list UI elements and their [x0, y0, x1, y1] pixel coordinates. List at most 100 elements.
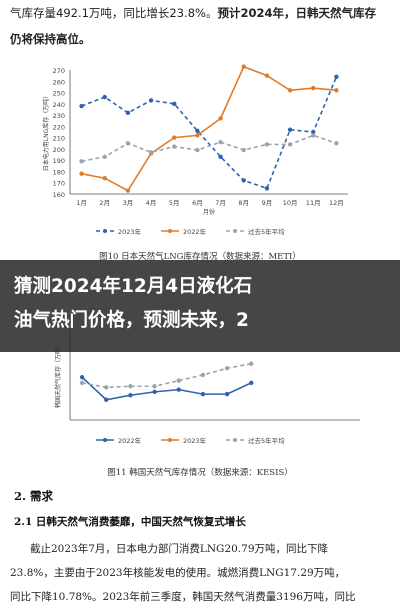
data-point-series-2	[200, 372, 206, 378]
section-2-heading: 2. 需求	[14, 489, 54, 503]
x-tick-label: 3月	[123, 199, 134, 207]
data-point-series-0	[79, 103, 84, 109]
data-point-series-1	[125, 188, 131, 193]
overlay-title[interactable]: 猜测2024年12月4日液化石 油气热门价格，预测未来，2	[14, 270, 394, 338]
legend-label-1: 2022年	[183, 227, 207, 236]
data-point-series-2	[102, 154, 107, 159]
x-tick-label: 7月	[215, 199, 226, 207]
series-line-0	[81, 76, 338, 190]
y-tick-label: 190	[53, 157, 65, 165]
article-line-1-bold: 预计2024年，日韩天然气库存	[217, 6, 376, 20]
data-point-series-1	[195, 133, 200, 138]
data-point-series-0	[249, 380, 254, 386]
data-point-series-2	[334, 141, 339, 146]
data-point-series-2	[176, 378, 181, 383]
data-point-series-2	[79, 380, 85, 386]
y-axis-title: 韩国天然气库存（万吨）	[54, 342, 62, 408]
data-point-series-0	[264, 186, 270, 191]
data-point-series-0	[148, 98, 154, 103]
section-2-1-heading: 2.1 日韩天然气消费萎靡，中国天然气恢复式增长	[14, 516, 246, 528]
y-tick-label: 180	[53, 168, 65, 176]
x-tick-label: 5月	[169, 199, 180, 207]
data-point-series-2	[195, 147, 200, 153]
overlay-title-line-2: 油气热门价格，预测未来，2	[14, 310, 249, 331]
data-point-series-0	[172, 101, 177, 107]
legend-label-0: 2022年	[118, 436, 142, 445]
data-point-series-1	[79, 171, 84, 176]
article-line-1: 气库存量492.1万吨，同比增长23.8%。预计2024年，日韩天然气库存	[10, 4, 390, 23]
data-point-series-0	[176, 387, 181, 392]
y-tick-label: 200	[53, 146, 65, 154]
x-axis-title: 月份	[203, 208, 215, 216]
x-tick-label: 2月	[99, 199, 110, 207]
legend-marker-2	[233, 229, 237, 233]
korea-gas-inventory-chart: 韩国天然气库存（万吨） 2022年 2023年 过去5年平均	[54, 330, 360, 445]
y-tick-label: 270	[53, 67, 65, 75]
data-point-series-1	[241, 64, 246, 69]
data-point-series-2	[311, 133, 316, 138]
data-point-series-0	[125, 110, 131, 116]
series-line-2	[81, 134, 337, 163]
x-tick-label: 8月	[238, 199, 249, 207]
x-tick-label: 9月	[262, 199, 273, 207]
y-tick-label: 260	[53, 78, 65, 86]
x-tick-label: 11月	[306, 199, 321, 207]
legend-marker-2	[233, 438, 237, 442]
data-point-series-2	[79, 159, 84, 164]
legend-label-2: 过去5年平均	[248, 436, 285, 445]
paragraph-line-1: 截止2023年7月，日本电力部门消费LNG20.79万吨，同比下降	[30, 543, 329, 555]
x-tick-label: 4月	[146, 199, 157, 207]
y-tick-label: 160	[53, 191, 65, 199]
y-tick-label: 210	[53, 135, 65, 143]
y-axis-title: 日本电力用LNG库存（万吨）	[42, 93, 50, 171]
data-point-series-1	[287, 88, 293, 93]
y-tick-label: 240	[53, 101, 65, 109]
data-point-series-1	[311, 85, 316, 91]
data-point-series-2	[264, 142, 270, 147]
x-tick-label: 1月	[76, 199, 87, 207]
data-point-series-2	[152, 384, 157, 389]
data-point-series-0	[128, 393, 133, 398]
data-point-series-2	[172, 144, 177, 149]
data-point-series-0	[218, 154, 223, 159]
data-point-series-2	[224, 366, 230, 371]
legend-marker-0	[103, 229, 107, 233]
data-point-series-0	[79, 375, 85, 380]
series-line-1	[81, 65, 337, 192]
x-tick-label: 12月	[329, 199, 344, 207]
title-overlay	[0, 260, 400, 352]
y-tick-label: 250	[53, 90, 65, 98]
data-point-series-0	[152, 389, 157, 395]
legend-label-0: 2023年	[118, 227, 142, 236]
data-point-series-2	[125, 141, 131, 146]
figure-10-caption: 图10 日本天然气LNG库存情况（数据来源：METI）	[99, 252, 301, 262]
data-point-series-0	[102, 94, 107, 100]
series-line-0	[81, 376, 252, 401]
data-point-series-0	[334, 74, 339, 79]
data-point-series-2	[104, 385, 109, 390]
data-point-series-2	[128, 384, 133, 389]
y-tick-label: 230	[53, 112, 65, 120]
y-tick-label: 220	[53, 123, 65, 131]
legend-marker-0	[103, 438, 107, 442]
data-point-series-2	[287, 142, 293, 147]
series-line-2	[81, 362, 252, 389]
x-tick-label: 6月	[192, 199, 203, 207]
overlay-title-line-1: 猜测2024年12月4日液化石	[14, 276, 253, 297]
data-point-series-0	[287, 127, 293, 132]
data-point-series-2	[148, 150, 154, 155]
data-point-series-1	[102, 176, 107, 181]
legend-label-2: 过去5年平均	[248, 227, 285, 236]
data-point-series-0	[195, 128, 200, 134]
data-point-series-0	[104, 397, 109, 402]
data-point-series-0	[241, 178, 246, 183]
data-point-series-2	[249, 361, 254, 366]
data-point-series-0	[311, 129, 316, 135]
data-point-series-1	[172, 135, 177, 140]
paragraph-line-2: 23.8%，主要由于2023年核能发电的使用。城燃消费LNG17.29万吨，	[10, 567, 346, 579]
data-point-series-0	[200, 391, 206, 397]
data-point-series-2	[241, 147, 246, 153]
data-point-series-0	[224, 391, 230, 397]
data-point-series-1	[264, 73, 270, 78]
data-point-series-1	[218, 116, 223, 121]
